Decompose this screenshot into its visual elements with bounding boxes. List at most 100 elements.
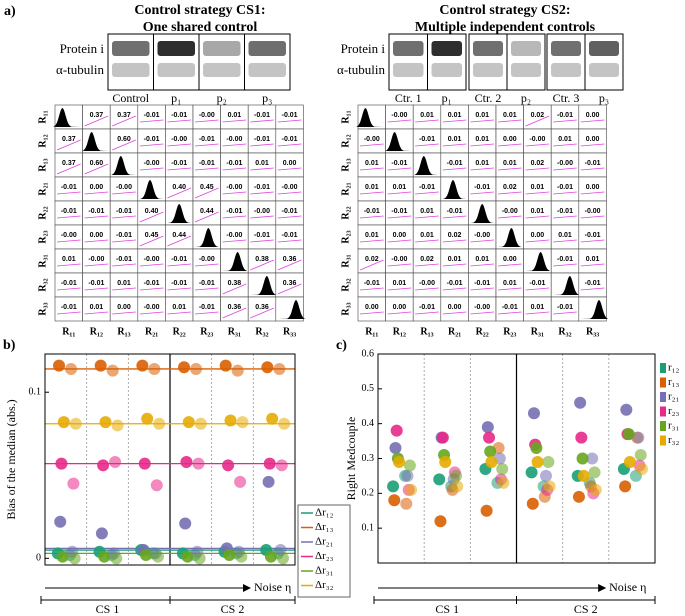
fit-line — [470, 263, 495, 267]
cell — [109, 224, 139, 250]
point — [433, 473, 446, 486]
point — [54, 515, 67, 528]
band — [203, 41, 241, 56]
cell-value: 0.01 — [90, 304, 104, 311]
col-label: R₂₂ — [173, 326, 186, 337]
cell — [523, 224, 552, 250]
cell-value: -0.00 — [116, 184, 132, 191]
cell — [578, 200, 607, 226]
cell — [192, 248, 221, 274]
lane-label: Ctr. 2 — [475, 91, 502, 105]
fit-line — [387, 287, 412, 291]
cell-value: 0.00 — [448, 304, 462, 311]
fit-line — [415, 311, 439, 315]
cell — [192, 272, 221, 298]
fit-line — [250, 119, 274, 123]
band — [473, 63, 503, 77]
histogram — [277, 300, 306, 319]
fit-line — [387, 119, 412, 123]
cell-value: -0.00 — [226, 184, 242, 191]
cell — [192, 128, 221, 154]
row-label: R₃₃ — [37, 302, 48, 315]
cell-value: -0.00 — [419, 280, 435, 287]
point — [497, 476, 510, 489]
row-label: R₁₃ — [340, 158, 351, 171]
band — [393, 63, 424, 77]
point — [527, 407, 540, 420]
cell-value: -0.01 — [391, 160, 407, 167]
fit-line — [112, 191, 136, 195]
y-tick-label: 0.2 — [362, 488, 375, 499]
fit-line — [497, 287, 522, 291]
col-label: R₁₃ — [117, 326, 130, 337]
cell — [247, 224, 277, 250]
cell-value: 0.37 — [90, 112, 104, 119]
cell — [412, 248, 442, 274]
histogram — [195, 228, 219, 247]
fit-line — [112, 239, 136, 243]
point — [632, 431, 645, 444]
fit-line — [442, 119, 467, 123]
cell-value: -0.00 — [61, 232, 77, 239]
point — [434, 515, 447, 528]
point — [543, 480, 556, 493]
point — [68, 552, 81, 565]
cell-value: -0.01 — [116, 232, 132, 239]
cell — [440, 200, 469, 226]
band — [157, 41, 195, 56]
cell-value: 0.01 — [531, 304, 545, 311]
cell-value: 0.01 — [448, 136, 462, 143]
fit-line — [194, 211, 219, 223]
row-label: R₃₁ — [37, 254, 48, 267]
fit-line — [415, 239, 439, 243]
fit-line — [580, 263, 605, 267]
point — [262, 475, 275, 488]
cell-value: -0.00 — [557, 160, 573, 167]
fit-line — [139, 235, 164, 247]
band — [551, 41, 581, 56]
row-label: R₁₃ — [37, 158, 48, 171]
group-label: CS 1 — [435, 602, 459, 616]
x-axis-label: Noise η — [254, 580, 291, 594]
band — [248, 41, 286, 56]
y-axis-label: Bias of the median (abs.) — [4, 399, 18, 519]
cell-value: -0.01 — [585, 232, 601, 239]
fit-line — [84, 311, 109, 315]
band — [589, 41, 619, 56]
fit-line — [56, 287, 81, 291]
point — [236, 416, 249, 429]
cell-value: -0.01 — [419, 304, 435, 311]
cell-value: -0.01 — [585, 160, 601, 167]
fit-line — [167, 235, 192, 247]
cell-value: -0.00 — [502, 208, 518, 215]
cell-value: -0.01 — [282, 136, 298, 143]
cell — [275, 128, 304, 154]
cell — [495, 152, 524, 178]
row-label: R₃₂ — [340, 278, 351, 291]
row-label: R₂₁ — [340, 182, 351, 195]
point — [97, 459, 110, 472]
fit-line — [580, 119, 605, 123]
fit-line — [553, 191, 577, 195]
cell-value: 0.36 — [283, 280, 297, 287]
row-label: R₃₃ — [340, 302, 351, 315]
point — [530, 442, 543, 455]
lane-label: Ctr. 3 — [553, 91, 580, 105]
point — [234, 475, 247, 488]
cell — [468, 224, 497, 250]
cell — [385, 224, 414, 250]
col-label: R₁₁ — [365, 326, 378, 337]
lane-label: p₃ — [262, 91, 272, 105]
cell — [165, 272, 194, 298]
cell — [275, 224, 304, 250]
cell — [220, 200, 249, 226]
col-label: R₂₃ — [503, 326, 516, 337]
cell — [247, 128, 277, 154]
cell-value: 0.00 — [90, 184, 104, 191]
fit-line — [553, 143, 577, 147]
point — [393, 455, 406, 468]
point — [223, 549, 236, 562]
cell-value: 0.01 — [255, 160, 269, 167]
point — [109, 455, 122, 468]
point — [496, 462, 509, 475]
